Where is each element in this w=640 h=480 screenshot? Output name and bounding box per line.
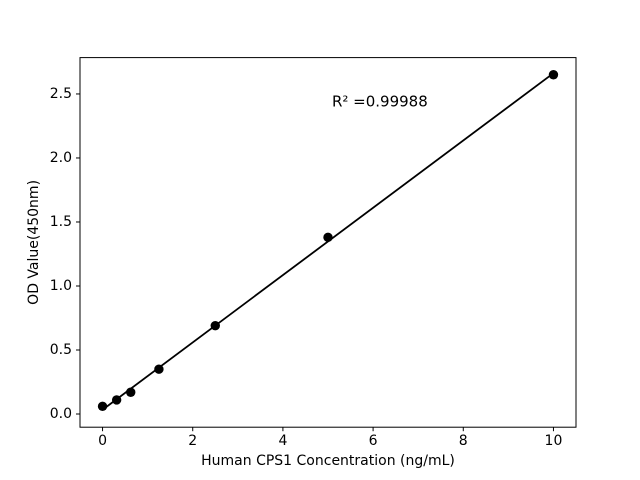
y-tick-label: 1.5 (50, 214, 72, 230)
y-axis-label: OD Value(450nm) (26, 180, 42, 305)
data-point (97, 401, 108, 412)
data-point (210, 320, 220, 331)
x-tick-label: 2 (188, 433, 197, 449)
data-point (548, 70, 559, 80)
x-tick-label: 0 (98, 433, 107, 449)
r-squared-annotation: R² =0.99988 (332, 93, 428, 111)
data-point (111, 395, 122, 405)
plot-area (79, 57, 577, 428)
data-point (323, 232, 333, 243)
x-tick-label: 4 (278, 433, 287, 449)
data-point (154, 364, 164, 374)
y-tick-label: 2.0 (50, 150, 72, 166)
data-point (126, 387, 136, 397)
x-axis-ticks: 0 2 4 6 8 10 (98, 427, 562, 449)
y-tick-label: 1.0 (50, 278, 72, 294)
y-tick-label: 0.5 (50, 342, 72, 358)
x-tick-label: 6 (369, 433, 378, 449)
y-axis-ticks: 0.0 0.5 1.0 1.5 2.0 2.5 (50, 86, 80, 422)
data-series (97, 70, 559, 412)
y-tick-label: 0.0 (50, 406, 72, 422)
x-tick-label: 10 (545, 433, 563, 449)
x-tick-label: 8 (459, 433, 468, 449)
y-tick-label: 2.5 (50, 86, 72, 102)
x-axis-label: Human CPS1 Concentration (ng/mL) (201, 453, 455, 469)
